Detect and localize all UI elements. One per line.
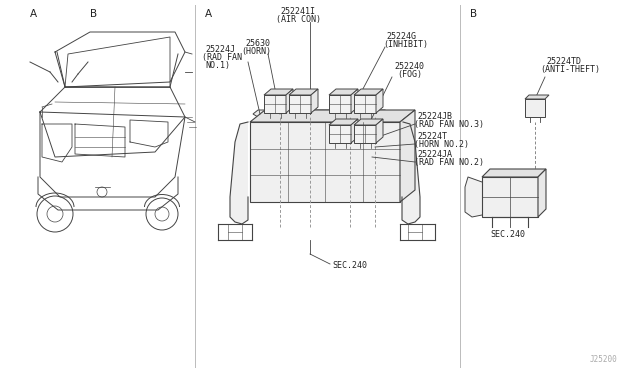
Text: 25224JB: 25224JB (417, 112, 452, 121)
Text: B: B (470, 9, 477, 19)
Polygon shape (376, 119, 383, 143)
Polygon shape (250, 122, 400, 202)
Text: NO.1): NO.1) (205, 61, 230, 70)
Text: (ANTI-THEFT): (ANTI-THEFT) (540, 65, 600, 74)
Text: (FOG): (FOG) (397, 70, 422, 79)
Text: (RAD FAN: (RAD FAN (202, 53, 242, 62)
Polygon shape (253, 110, 390, 117)
Text: 25224G: 25224G (386, 32, 416, 41)
Text: (RAD FAN NO.2): (RAD FAN NO.2) (414, 158, 484, 167)
Polygon shape (351, 119, 358, 143)
Text: (AIR CON): (AIR CON) (276, 15, 321, 24)
Polygon shape (482, 177, 538, 217)
Polygon shape (354, 89, 383, 95)
Polygon shape (250, 110, 415, 122)
Polygon shape (525, 99, 545, 117)
Polygon shape (482, 169, 546, 177)
Polygon shape (525, 95, 549, 99)
Text: 25224J: 25224J (205, 45, 235, 54)
Text: A: A (30, 9, 37, 19)
Polygon shape (289, 95, 311, 113)
Polygon shape (329, 119, 358, 125)
Polygon shape (465, 177, 482, 217)
Polygon shape (376, 89, 383, 113)
Polygon shape (329, 95, 351, 113)
Text: 25224JA: 25224JA (417, 150, 452, 159)
Text: SEC.240: SEC.240 (490, 230, 525, 239)
Polygon shape (329, 89, 358, 95)
Text: 252241I: 252241I (280, 7, 315, 16)
Text: 25224T: 25224T (417, 132, 447, 141)
Text: (HORN): (HORN) (241, 47, 271, 56)
Polygon shape (351, 89, 358, 113)
Polygon shape (311, 89, 318, 113)
Polygon shape (354, 95, 376, 113)
Polygon shape (289, 89, 318, 95)
Text: J25200: J25200 (590, 355, 618, 364)
Polygon shape (264, 89, 293, 95)
Polygon shape (402, 122, 420, 224)
Polygon shape (329, 125, 351, 143)
Polygon shape (354, 119, 383, 125)
Text: A: A (205, 9, 212, 19)
Polygon shape (264, 95, 286, 113)
Text: 25224TD: 25224TD (546, 57, 581, 66)
Text: SEC.240: SEC.240 (332, 261, 367, 270)
Polygon shape (400, 110, 415, 202)
Text: (RAD FAN NO.3): (RAD FAN NO.3) (414, 120, 484, 129)
Polygon shape (230, 122, 248, 224)
Text: 25630: 25630 (245, 39, 270, 48)
Text: (INHIBIT): (INHIBIT) (383, 40, 428, 49)
Text: 252240: 252240 (394, 62, 424, 71)
Text: (HORN NO.2): (HORN NO.2) (414, 140, 469, 149)
Text: B: B (90, 9, 97, 19)
Polygon shape (538, 169, 546, 217)
Polygon shape (286, 89, 293, 113)
Polygon shape (354, 125, 376, 143)
